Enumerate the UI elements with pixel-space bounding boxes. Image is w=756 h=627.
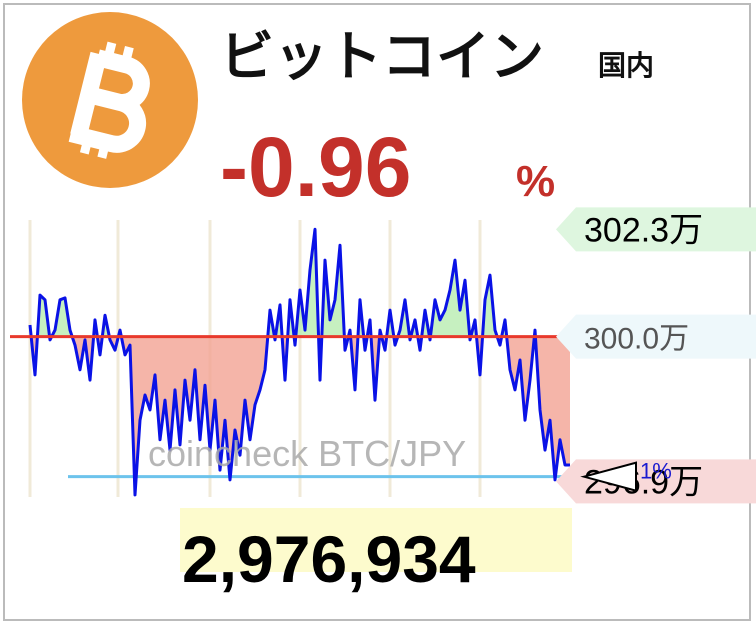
change-unit: % bbox=[516, 157, 555, 206]
band-label: 1% bbox=[640, 459, 672, 484]
plot bbox=[10, 220, 594, 497]
title: ビットコイン bbox=[220, 27, 544, 87]
high-tag bbox=[556, 207, 756, 252]
reference-label: 300.0万 bbox=[584, 323, 689, 356]
band-marker bbox=[580, 461, 637, 492]
area-above bbox=[30, 229, 536, 337]
high-label: 302.3万 bbox=[584, 211, 703, 249]
change-value: -0.96 bbox=[220, 120, 411, 214]
price-line bbox=[28, 227, 570, 497]
region: 国内 bbox=[598, 50, 654, 81]
reference-tag bbox=[556, 314, 756, 359]
price: 2,976,934 bbox=[182, 522, 476, 596]
bitcoin-logo bbox=[22, 12, 198, 188]
price-box bbox=[180, 508, 572, 572]
area-below bbox=[30, 336, 570, 495]
watermark: coincheck BTC/JPY bbox=[148, 433, 466, 474]
